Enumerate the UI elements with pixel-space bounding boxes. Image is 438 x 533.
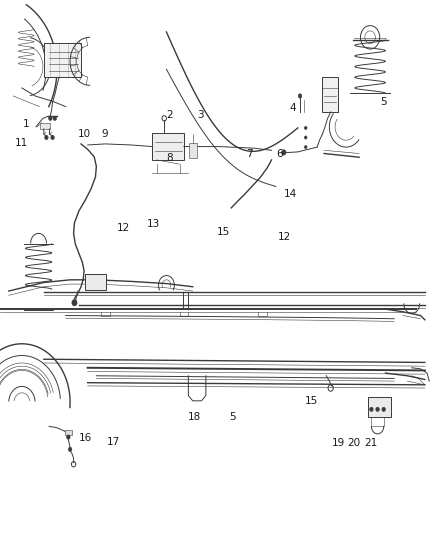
Text: 4: 4	[289, 103, 296, 112]
FancyBboxPatch shape	[322, 77, 338, 112]
Circle shape	[304, 146, 307, 149]
Text: 8: 8	[166, 153, 173, 163]
FancyBboxPatch shape	[85, 274, 106, 290]
Text: 13: 13	[147, 219, 160, 229]
Text: 16: 16	[79, 433, 92, 443]
FancyBboxPatch shape	[65, 430, 72, 435]
Circle shape	[68, 447, 72, 451]
Text: 1: 1	[23, 119, 30, 128]
Text: 12: 12	[117, 223, 130, 233]
Text: 5: 5	[229, 412, 236, 422]
Text: 5: 5	[380, 98, 387, 107]
Circle shape	[67, 435, 70, 439]
FancyBboxPatch shape	[152, 133, 184, 160]
Text: 19: 19	[332, 439, 345, 448]
Text: 18: 18	[188, 412, 201, 422]
Text: 6: 6	[276, 149, 283, 158]
Circle shape	[382, 407, 385, 411]
Circle shape	[53, 116, 57, 120]
Text: 10: 10	[78, 130, 91, 139]
Text: 17: 17	[106, 438, 120, 447]
Text: 7: 7	[246, 149, 253, 158]
Circle shape	[282, 150, 286, 155]
Text: 2: 2	[166, 110, 173, 120]
Text: 14: 14	[283, 189, 297, 199]
Circle shape	[304, 136, 307, 139]
Circle shape	[72, 300, 77, 306]
Circle shape	[376, 407, 379, 411]
FancyBboxPatch shape	[368, 397, 391, 417]
Text: 15: 15	[217, 228, 230, 237]
Circle shape	[49, 116, 52, 120]
Circle shape	[370, 407, 373, 411]
Circle shape	[298, 94, 302, 98]
Text: 20: 20	[347, 439, 360, 448]
Text: 9: 9	[101, 130, 108, 139]
FancyBboxPatch shape	[44, 43, 81, 77]
Text: 21: 21	[364, 439, 377, 448]
Text: 11: 11	[14, 138, 28, 148]
Text: 3: 3	[197, 110, 204, 120]
FancyBboxPatch shape	[40, 123, 50, 129]
Circle shape	[304, 126, 307, 130]
Text: 12: 12	[278, 232, 291, 241]
FancyBboxPatch shape	[189, 143, 197, 158]
Circle shape	[51, 135, 54, 140]
Circle shape	[45, 135, 48, 140]
Text: 15: 15	[304, 396, 318, 406]
